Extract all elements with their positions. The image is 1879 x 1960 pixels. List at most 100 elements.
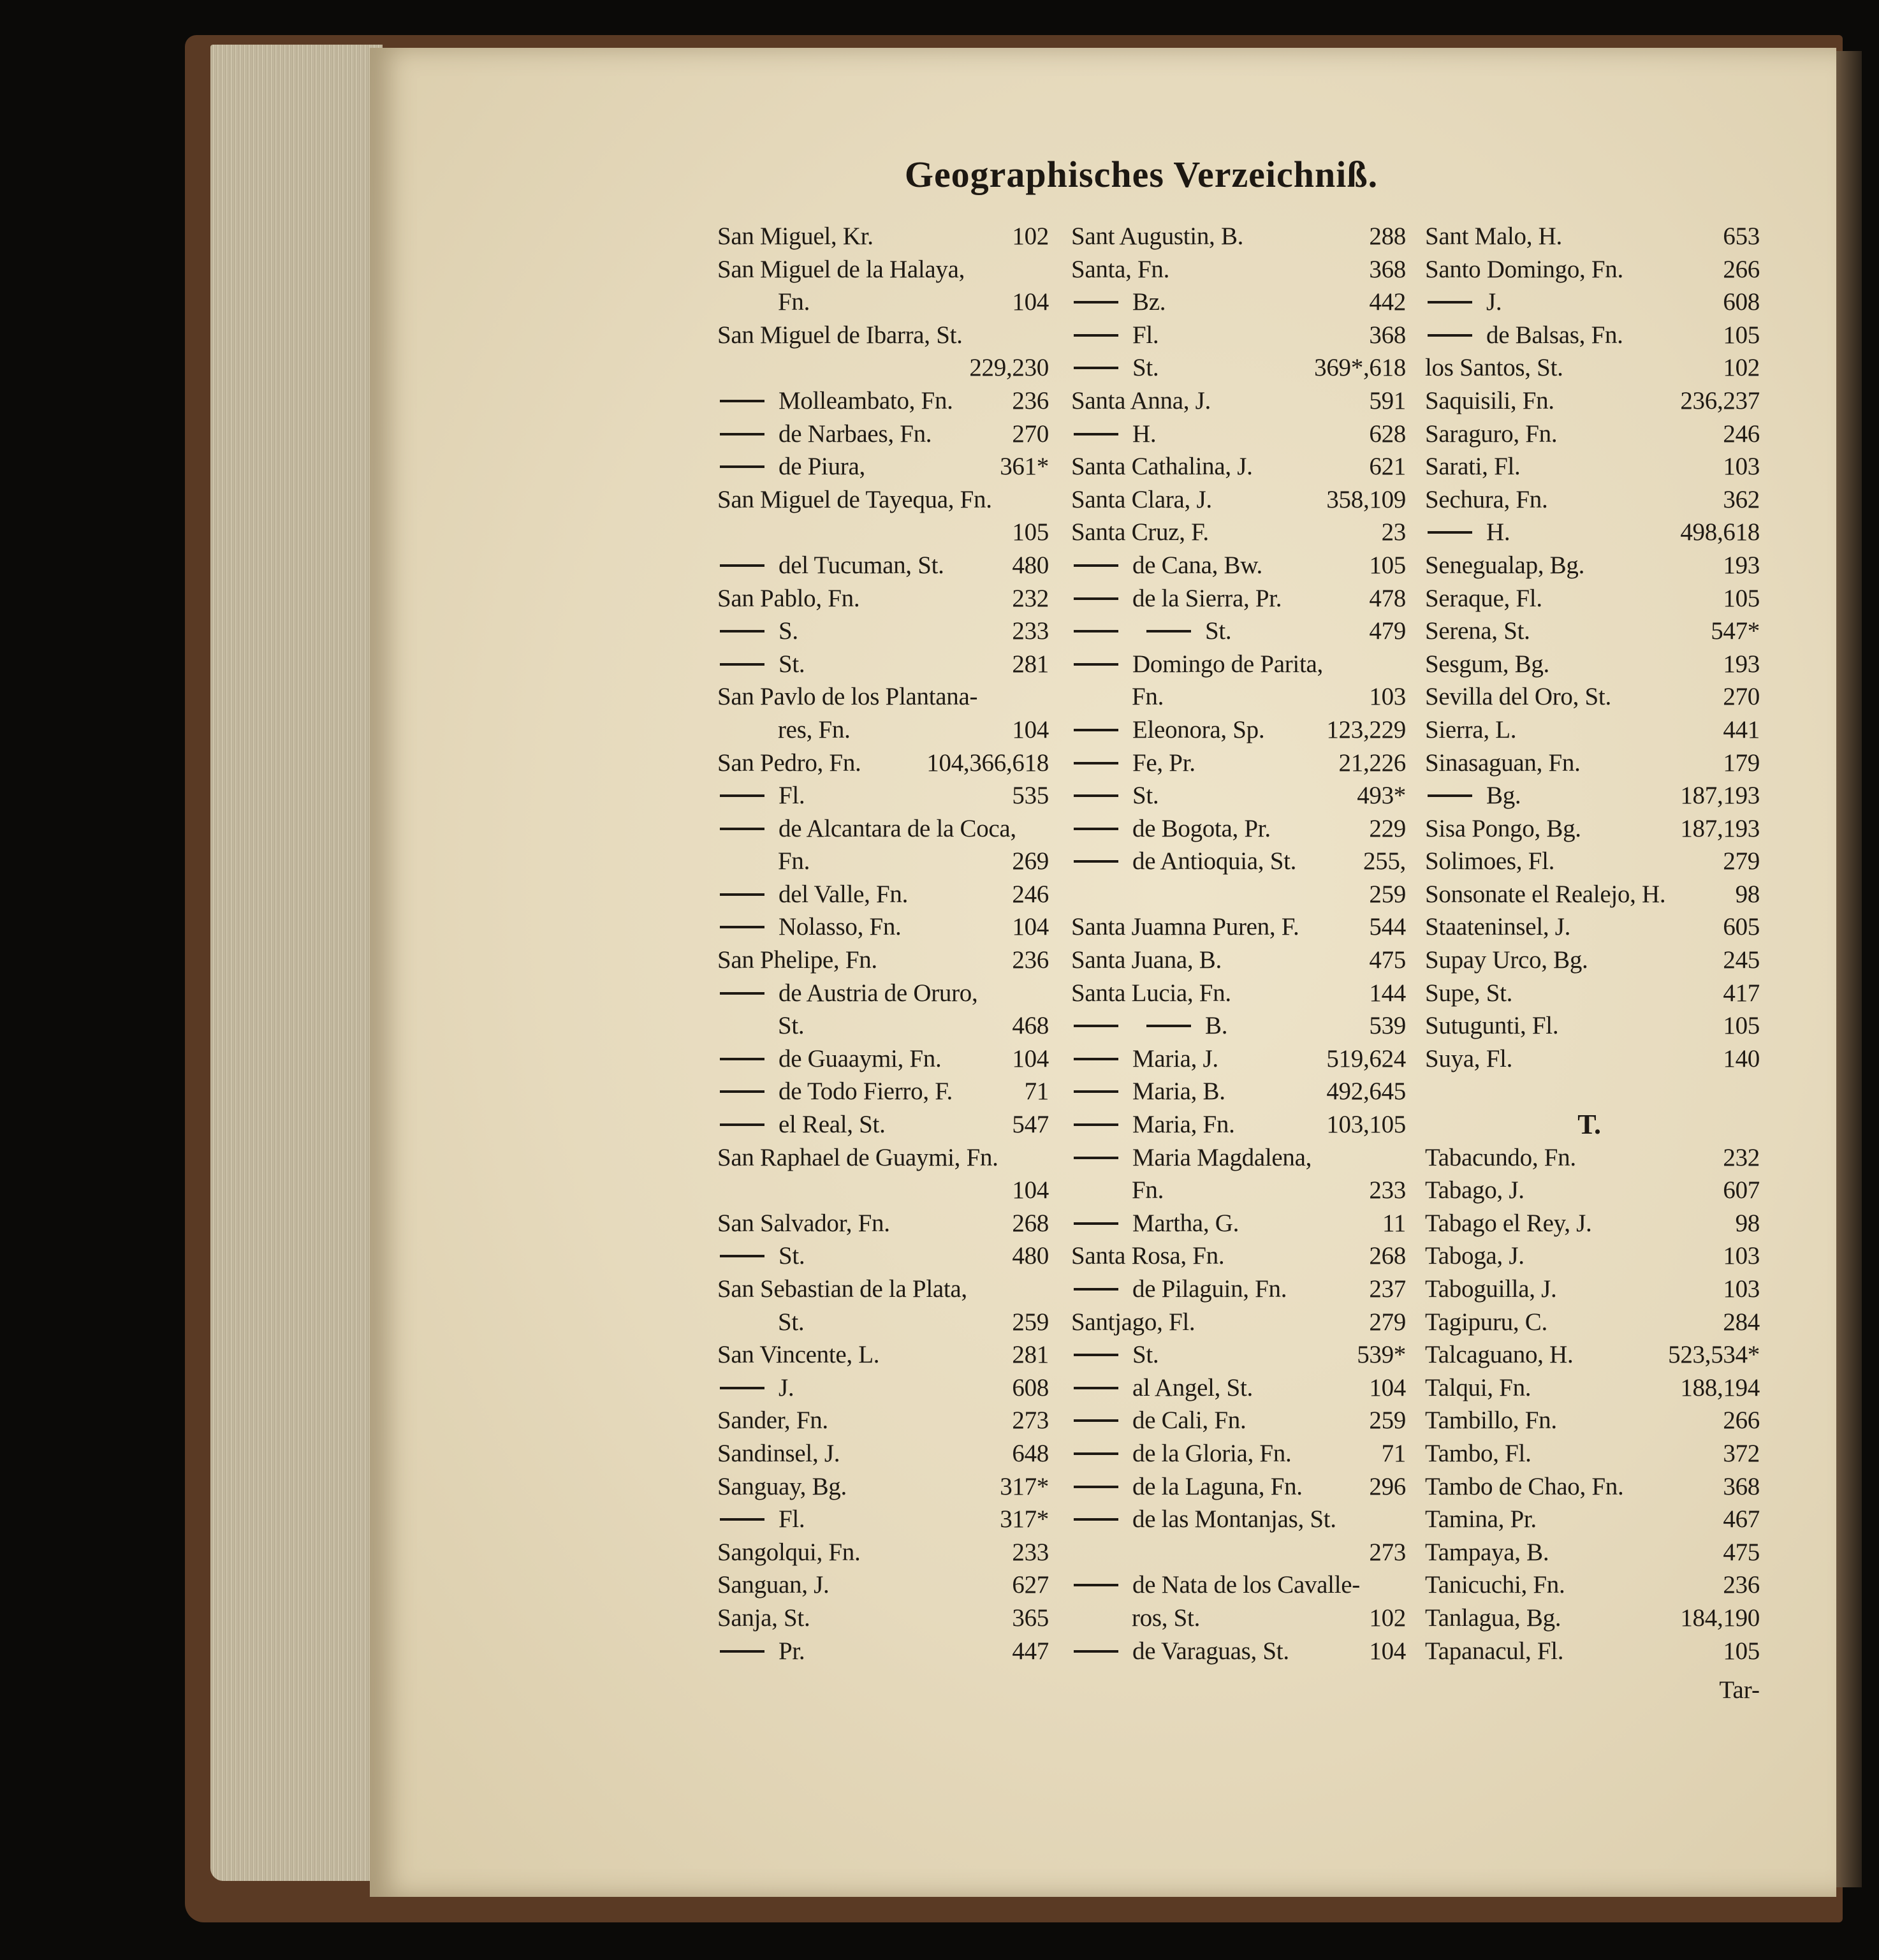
entry-name — [1071, 878, 1363, 911]
entry-page-numbers: 103 — [1723, 453, 1760, 481]
entry-page-numbers: 232 — [1012, 584, 1049, 612]
entry-page-numbers: 233 — [1012, 617, 1049, 645]
entry-page-numbers: 535 — [1012, 782, 1049, 810]
entry-page-numbers: 187,193 — [1680, 814, 1760, 842]
index-entry: de Alcantara de la Coca, — [717, 812, 1049, 845]
entry-page-numbers: 104 — [1012, 1176, 1049, 1204]
index-entry: Fn. 104 — [717, 286, 1049, 319]
entry-name: St. — [778, 1308, 805, 1336]
entry-name: Tambo, Fl. — [1425, 1439, 1532, 1467]
entry-page-numbers: 104 — [1012, 1044, 1049, 1072]
entry-page-numbers: 627 — [1012, 1571, 1049, 1599]
entry-page-numbers: 608 — [1012, 1373, 1049, 1401]
index-entry: Fe, Pr. 21,226 — [1071, 747, 1406, 780]
index-entry: San Pablo, Fn. 232 — [717, 582, 1049, 615]
index-entry: San Miguel de Tayequa, Fn. — [717, 483, 1049, 516]
index-entry: Tanicuchi, Fn. 236 — [1425, 1569, 1760, 1602]
ditto-dash — [1428, 531, 1472, 534]
entry-page-numbers — [1042, 977, 1049, 1010]
entry-page-numbers: 266 — [1723, 1407, 1760, 1435]
index-entry — [1425, 1075, 1760, 1108]
entry-name: Fn. — [778, 847, 810, 875]
entry-page-numbers: 281 — [1012, 650, 1049, 678]
entry-name: Tabago el Rey, J. — [1425, 1209, 1592, 1237]
page-gutter — [1836, 51, 1862, 1887]
entry-name: Santa, Fn. — [1071, 255, 1170, 283]
entry-page-numbers: 105 — [1723, 1637, 1760, 1665]
entry-page-numbers: 229,230 — [969, 354, 1049, 382]
entry-page-numbers: 105 — [1723, 321, 1760, 349]
index-entry: Saquisili, Fn. 236,237 — [1425, 384, 1760, 418]
index-entry: Seraque, Fl. 105 — [1425, 582, 1760, 615]
ditto-dash — [1074, 367, 1118, 370]
index-entry: St. 369*,618 — [1071, 351, 1406, 384]
entry-name: Sierra, L. — [1425, 715, 1517, 743]
index-entry: Maria Magdalena, — [1071, 1141, 1406, 1174]
index-entry: Sechura, Fn. 362 — [1425, 483, 1760, 516]
entry-name: St. — [1205, 617, 1232, 645]
entry-name: Domingo de Parita, — [1132, 650, 1323, 678]
entry-name: H. — [1486, 518, 1510, 546]
index-entry: J. 608 — [1425, 286, 1760, 319]
entry-name: de la Sierra, Pr. — [1132, 584, 1282, 612]
index-entry: de Bogota, Pr. 229 — [1071, 812, 1406, 845]
index-entry: de Antioquia, St. 255, — [1071, 845, 1406, 878]
page-edges — [210, 45, 383, 1881]
entry-page-numbers — [1042, 483, 1049, 516]
index-entry: Santa Cruz, F. 23 — [1071, 516, 1406, 549]
entry-page-numbers: 23 — [1381, 518, 1407, 546]
entry-name: San Miguel, Kr. — [717, 223, 874, 250]
ditto-dash — [1074, 432, 1118, 435]
index-entry: Tambo, Fl. 372 — [1425, 1437, 1760, 1470]
entry-name: Senegualap, Bg. — [1425, 551, 1585, 579]
entry-name: San Miguel de Ibarra, St. — [717, 321, 963, 349]
index-entry: San Pavlo de los Plantana- — [717, 680, 1049, 713]
entry-page-numbers: 539* — [1357, 1341, 1406, 1369]
entry-page-numbers: 71 — [1381, 1439, 1407, 1467]
index-entry: Sant Augustin, B. 288 — [1071, 220, 1406, 253]
entry-page-numbers: 187,193 — [1680, 782, 1760, 810]
index-entry: Talqui, Fn. 188,194 — [1425, 1371, 1760, 1405]
entry-name — [717, 351, 963, 384]
entry-name: Santa Lucia, Fn. — [1071, 979, 1231, 1007]
entry-page-numbers: 288 — [1369, 223, 1406, 250]
entry-page-numbers: 236 — [1012, 386, 1049, 414]
entry-page-numbers — [1753, 1108, 1760, 1141]
index-entry: St. 281 — [717, 648, 1049, 681]
ditto-dash — [1428, 794, 1472, 798]
entry-page-numbers: 365 — [1012, 1604, 1049, 1632]
index-entry: Solimoes, Fl. 279 — [1425, 845, 1760, 878]
index-entry: los Santos, St. 102 — [1425, 351, 1760, 384]
entry-name: Nolasso, Fn. — [779, 913, 902, 941]
entry-page-numbers: 105 — [1723, 584, 1760, 612]
index-entry: de Cali, Fn. 259 — [1071, 1404, 1406, 1437]
entry-page-numbers — [1753, 1075, 1760, 1108]
entry-name: St. — [779, 1242, 805, 1270]
entry-name — [1425, 1075, 1753, 1108]
index-entry: San Pedro, Fn. 104,366,618 — [717, 747, 1049, 780]
entry-page-numbers: 246 — [1012, 880, 1049, 908]
entry-name: Eleonora, Sp. — [1132, 715, 1265, 743]
index-entry: St. 480 — [717, 1240, 1049, 1273]
entry-name: Sevilla del Oro, St. — [1425, 683, 1611, 711]
entry-page-numbers: 104 — [1012, 913, 1049, 941]
ditto-dash — [1074, 630, 1118, 633]
entry-name: Seraque, Fl. — [1425, 584, 1542, 612]
index-entry: Sanguan, J. 627 — [717, 1569, 1049, 1602]
entry-page-numbers: 236 — [1723, 1571, 1760, 1599]
entry-page-numbers: 467 — [1723, 1505, 1760, 1533]
entry-name: Supe, St. — [1425, 979, 1513, 1007]
index-entry: ros, St. 102 — [1071, 1602, 1406, 1635]
entry-name: del Tucuman, St. — [779, 551, 944, 579]
entry-name: Martha, G. — [1132, 1209, 1239, 1237]
entry-name: Santa Cathalina, J. — [1071, 453, 1253, 481]
entry-name: Maria, J. — [1132, 1044, 1218, 1072]
entry-name: H. — [1132, 420, 1157, 448]
entry-name: Suya, Fl. — [1425, 1044, 1513, 1072]
entry-name: Fl. — [779, 1505, 805, 1533]
entry-name: Sangolqui, Fn. — [717, 1538, 861, 1566]
entry-page-numbers: 607 — [1723, 1176, 1760, 1204]
index-entry: Santa Anna, J. 591 — [1071, 384, 1406, 418]
index-column-1: San Miguel, Kr. 102 San Miguel de la Halay… — [717, 220, 1049, 1667]
entry-name: el Real, St. — [779, 1111, 886, 1139]
